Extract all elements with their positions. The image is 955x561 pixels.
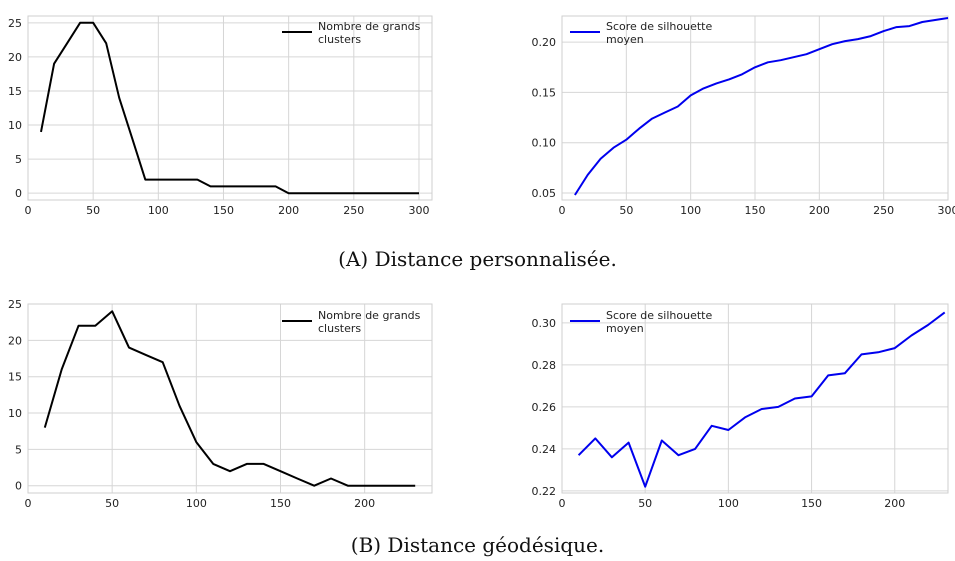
y-tick-label: 0.20 (532, 36, 557, 49)
caption-b: (B) Distance géodésique. (0, 533, 955, 557)
series-line (43, 310, 416, 487)
x-tick-label: 50 (638, 497, 652, 510)
legend-label: clusters (318, 322, 361, 335)
x-tick-label: 200 (278, 204, 299, 217)
y-tick-label: 20 (8, 51, 22, 64)
x-tick-label: 0 (559, 204, 566, 217)
y-tick-label: 10 (8, 407, 22, 420)
series-line (577, 311, 946, 488)
y-tick-label: 15 (8, 85, 22, 98)
x-tick-label: 100 (680, 204, 701, 217)
x-tick-label: 150 (213, 204, 234, 217)
y-tick-label: 0.10 (532, 137, 557, 150)
legend-label: clusters (318, 33, 361, 46)
y-tick-label: 0 (15, 187, 22, 200)
caption-b-tag: (B) (350, 533, 382, 557)
x-tick-label: 300 (408, 204, 429, 217)
y-tick-label: 20 (8, 334, 22, 347)
x-tick-label: 250 (873, 204, 894, 217)
caption-a-text: Distance personnalisée. (368, 247, 617, 271)
x-tick-label: 150 (745, 204, 766, 217)
legend-label: moyen (606, 322, 644, 335)
y-tick-label: 5 (15, 443, 22, 456)
y-tick-label: 0.22 (532, 485, 557, 498)
plot-frame (27, 303, 433, 494)
x-tick-label: 250 (343, 204, 364, 217)
y-tick-label: 0 (15, 480, 22, 493)
x-tick-label: 200 (809, 204, 830, 217)
caption-a: (A) Distance personnalisée. (0, 247, 955, 271)
series-line (40, 21, 419, 195)
x-tick-label: 100 (186, 497, 207, 510)
y-tick-label: 0.05 (532, 187, 557, 200)
caption-a-tag: (A) (338, 247, 369, 271)
x-tick-label: 0 (25, 204, 32, 217)
series-line (574, 17, 949, 196)
y-tick-label: 0.24 (532, 443, 557, 456)
x-tick-label: 150 (270, 497, 291, 510)
legend-label: Nombre de grands (318, 20, 421, 33)
legend-label: Score de silhouette (606, 309, 712, 322)
x-tick-label: 50 (619, 204, 633, 217)
y-tick-label: 0.28 (532, 359, 557, 372)
x-tick-label: 100 (148, 204, 169, 217)
chart-panel-4: 0 50 100 150 200 0.22 0.24 0.26 0.28 0.30 Score de… (532, 303, 949, 510)
plot-frame (27, 15, 433, 201)
x-tick-label: 50 (86, 204, 100, 217)
chart-panel-3: 0 50 100 150 200 0 5 10 15 20 25 Nombre de grandscl… (8, 298, 433, 510)
legend-label: moyen (606, 33, 644, 46)
chart-panel-1: 0 50 100 150 200 250 300 0 5 10 15 20 25 Nombre de gr… (8, 15, 433, 217)
y-tick-label: 0.15 (532, 86, 557, 99)
x-tick-label: 50 (105, 497, 119, 510)
x-tick-label: 150 (801, 497, 822, 510)
x-tick-label: 0 (559, 497, 566, 510)
x-tick-label: 100 (718, 497, 739, 510)
chart-panel-2: 0 50 100 150 200 250 300 0.05 0.10 0.15 0.20 Score … (532, 15, 955, 217)
y-tick-label: 15 (8, 371, 22, 384)
caption-b-text: Distance géodésique. (381, 533, 605, 557)
plot-frame (561, 303, 949, 494)
x-tick-label: 200 (884, 497, 905, 510)
x-tick-label: 200 (354, 497, 375, 510)
legend-label: Score de silhouette (606, 20, 712, 33)
y-tick-label: 5 (15, 153, 22, 166)
y-tick-label: 25 (8, 17, 22, 30)
x-tick-label: 0 (25, 497, 32, 510)
legend-label: Nombre de grands (318, 309, 421, 322)
x-tick-label: 300 (938, 204, 955, 217)
y-tick-label: 0.26 (532, 401, 557, 414)
y-tick-label: 0.30 (532, 317, 557, 330)
plot-frame (561, 15, 949, 201)
y-tick-label: 10 (8, 119, 22, 132)
y-tick-label: 25 (8, 298, 22, 311)
